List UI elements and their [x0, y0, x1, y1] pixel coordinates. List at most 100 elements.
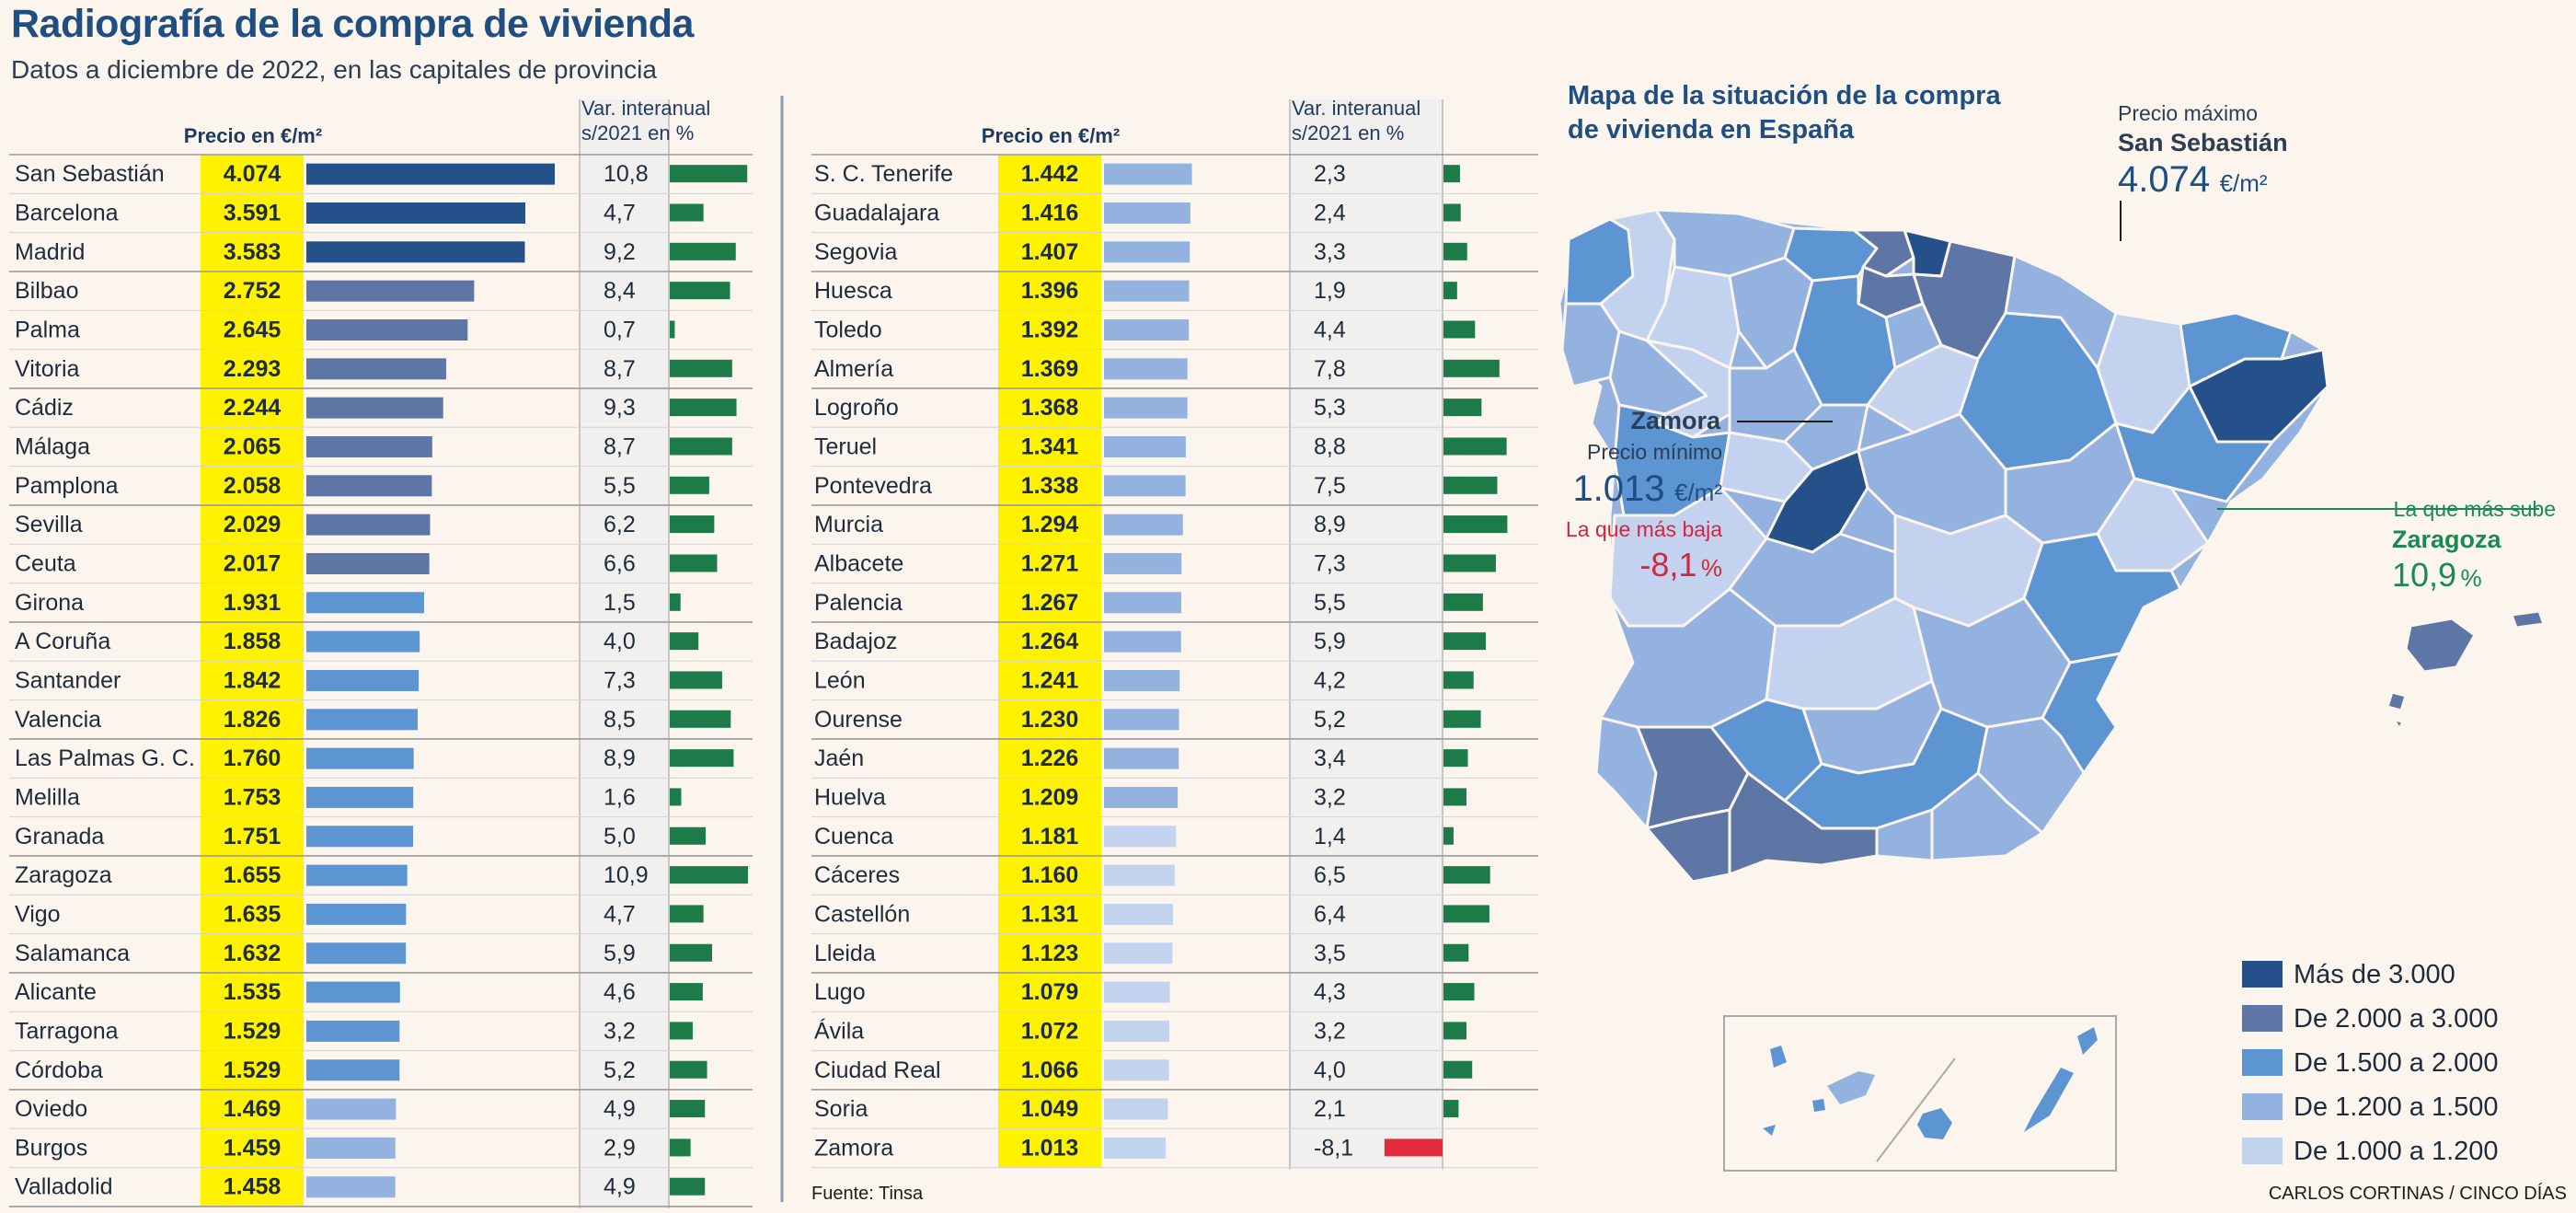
city-label: Melilla — [15, 784, 80, 810]
city-label: Barcelona — [15, 200, 119, 225]
city-label: Albacete — [814, 550, 903, 576]
variation-label: 5,5 — [1314, 590, 1346, 616]
region-malaga — [1728, 771, 1879, 876]
price-bar — [306, 903, 407, 925]
price-label: 2.029 — [224, 512, 282, 537]
variation-bar — [1443, 1060, 1473, 1079]
svg-text:1.013 €/m²: 1.013 €/m² — [1572, 468, 1722, 509]
map-title-line2: de vivienda en España — [1568, 115, 1855, 144]
legend-swatch — [2242, 1138, 2283, 1164]
price-label: 1.535 — [224, 979, 282, 1005]
svg-text:10,9 %: 10,9 % — [2392, 556, 2482, 594]
price-label: 1.123 — [1021, 941, 1079, 966]
region-fuerteventura — [2024, 1068, 2074, 1132]
price-label: 1.267 — [1021, 590, 1079, 616]
variation-bar — [1443, 437, 1507, 456]
price-label: 1.072 — [1021, 1018, 1079, 1044]
variation-label: 4,9 — [604, 1174, 636, 1200]
svg-text:-8,1 %: -8,1 % — [1639, 546, 1722, 583]
variation-bar — [1443, 203, 1461, 222]
price-label: 1.049 — [1021, 1096, 1079, 1122]
variation-bar — [1443, 476, 1498, 494]
price-label: 2.645 — [224, 317, 282, 342]
city-label: Zaragoza — [15, 862, 112, 888]
map-legend: Más de 3.000 De 2.000 a 3.000 De 1.500 a 2… — [2242, 960, 2499, 1166]
price-bar — [1104, 864, 1175, 886]
price-bar — [1104, 163, 1192, 185]
variation-label: 4,6 — [604, 979, 636, 1005]
price-bar — [1104, 942, 1173, 965]
variation-label: 6,4 — [1314, 901, 1346, 927]
variation-column-shade — [1290, 99, 1443, 1170]
price-bar — [306, 318, 468, 341]
legend-label: De 1.000 a 1.200 — [2294, 1137, 2499, 1166]
price-bar — [1104, 1020, 1170, 1042]
variation-label: 4,0 — [604, 629, 636, 654]
variation-label: 5,2 — [604, 1057, 636, 1083]
price-label: 1.635 — [224, 901, 282, 927]
city-label: Ourense — [814, 707, 903, 733]
price-bar — [1104, 592, 1181, 614]
price-label: 4.074 — [224, 161, 282, 187]
price-bar — [1104, 1137, 1167, 1159]
variation-bar — [1384, 1138, 1443, 1157]
city-label: Vigo — [15, 901, 61, 927]
canary-islands-inset — [1723, 1015, 2117, 1172]
variation-bar — [1443, 788, 1466, 806]
price-label: 1.529 — [224, 1018, 282, 1044]
region-almeria — [1930, 771, 2044, 862]
price-label: 1.469 — [224, 1096, 282, 1122]
variation-label: 6,6 — [604, 550, 636, 576]
variation-bar — [1443, 399, 1482, 417]
city-label: Palencia — [814, 590, 903, 616]
city-label: Vitoria — [15, 356, 80, 382]
variation-label: 5,9 — [1314, 629, 1346, 654]
region-ibiza — [2386, 690, 2408, 712]
price-bar — [1104, 397, 1188, 419]
variation-label: 4,4 — [1314, 317, 1346, 342]
min-drop-pct: % — [1701, 554, 1722, 582]
price-label: 1.760 — [224, 745, 282, 771]
variation-bar — [670, 1022, 693, 1040]
city-label: Valladolid — [15, 1174, 113, 1200]
city-label: Granada — [15, 824, 104, 849]
city-label: Cuenca — [814, 824, 893, 849]
variation-bar — [1443, 749, 1468, 768]
price-bar — [1104, 709, 1179, 731]
price-label: 2.017 — [224, 550, 282, 576]
price-label: 1.369 — [1021, 356, 1079, 382]
variation-label: 8,9 — [1314, 512, 1346, 537]
variation-column-header-line1: Var. interanual — [581, 97, 710, 120]
city-label: Toledo — [814, 317, 882, 342]
price-bar — [1104, 826, 1177, 848]
variation-bar — [670, 1177, 706, 1196]
min-price-label: Precio mínimo — [1587, 440, 1722, 464]
price-label: 1.826 — [224, 707, 282, 733]
price-column-highlight — [201, 155, 304, 1207]
price-bar — [1104, 280, 1190, 302]
city-label: Girona — [15, 590, 84, 616]
region-la-palma — [1770, 1045, 1787, 1068]
rise-value: 10,9 — [2392, 556, 2456, 594]
price-label: 1.230 — [1021, 707, 1079, 733]
variation-label: 1,5 — [604, 590, 636, 616]
variation-bar — [670, 1060, 707, 1079]
price-bar — [1104, 903, 1173, 925]
price-column-header: Precio en €/m² — [982, 124, 1120, 147]
price-label: 1.407 — [1021, 239, 1079, 265]
price-label: 1.442 — [1021, 161, 1079, 187]
variation-bar — [1443, 943, 1469, 962]
legend-swatch — [2242, 1049, 2283, 1076]
variation-bar — [1443, 593, 1483, 611]
legend-swatch — [2242, 961, 2283, 988]
price-bar — [306, 630, 420, 653]
min-drop-label: La que más baja — [1566, 517, 1722, 541]
variation-label: 8,7 — [604, 433, 636, 459]
price-bar — [306, 1176, 396, 1198]
variation-bar — [1443, 1100, 1459, 1118]
price-label: 1.131 — [1021, 901, 1079, 927]
variation-label: 6,5 — [1314, 862, 1346, 888]
price-label: 2.065 — [224, 433, 282, 459]
variation-label: 3,3 — [1314, 239, 1346, 265]
